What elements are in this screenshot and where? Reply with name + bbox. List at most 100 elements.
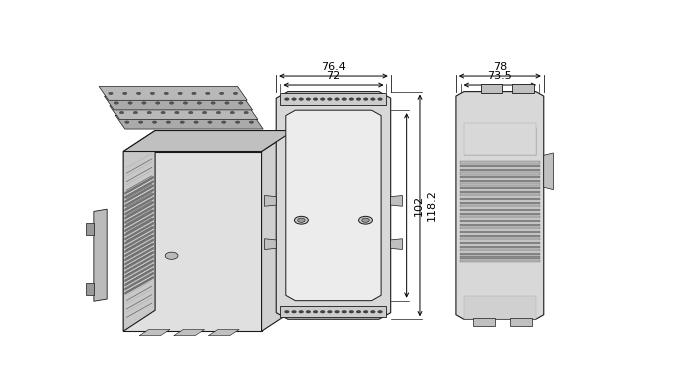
Circle shape [109, 92, 113, 95]
Polygon shape [125, 260, 153, 278]
Bar [460, 187, 540, 189]
Polygon shape [125, 185, 153, 203]
Bar [460, 224, 540, 226]
Text: 102: 102 [414, 195, 424, 216]
Polygon shape [125, 276, 153, 294]
Circle shape [306, 98, 311, 100]
Polygon shape [123, 152, 262, 331]
Bar [460, 176, 540, 178]
Circle shape [183, 102, 188, 104]
Polygon shape [391, 196, 403, 206]
Circle shape [349, 310, 354, 313]
Bar [460, 235, 540, 237]
Circle shape [292, 98, 296, 100]
Circle shape [120, 111, 124, 114]
Circle shape [238, 102, 243, 104]
Bar [460, 172, 540, 175]
Circle shape [299, 310, 304, 313]
Bar [480, 84, 502, 93]
Bar [460, 191, 540, 193]
Bar [460, 253, 540, 255]
Bar [460, 245, 540, 248]
Polygon shape [125, 268, 153, 286]
Circle shape [164, 92, 168, 95]
Text: 73.5: 73.5 [488, 71, 513, 81]
Polygon shape [264, 239, 276, 249]
Circle shape [328, 98, 332, 100]
Circle shape [139, 121, 143, 123]
Circle shape [114, 102, 118, 104]
Bar [460, 242, 540, 244]
Polygon shape [125, 180, 153, 198]
Bar [460, 220, 540, 222]
Bar [460, 238, 540, 240]
Bar [460, 249, 540, 251]
Circle shape [153, 121, 157, 123]
Polygon shape [125, 201, 153, 219]
Text: 118.2: 118.2 [427, 189, 437, 221]
Circle shape [178, 92, 182, 95]
Bar [460, 202, 540, 204]
Polygon shape [139, 329, 170, 336]
Bar [460, 256, 540, 259]
Bar [460, 260, 540, 262]
Bar [460, 227, 540, 230]
Bar [510, 318, 532, 326]
Bar [460, 216, 540, 219]
Circle shape [170, 102, 174, 104]
Circle shape [166, 121, 170, 123]
Circle shape [174, 111, 179, 114]
Circle shape [349, 98, 354, 100]
Circle shape [236, 121, 240, 123]
Bar [280, 93, 386, 105]
Polygon shape [125, 197, 153, 215]
Bar [460, 205, 540, 207]
Text: 76.4: 76.4 [321, 62, 346, 72]
Circle shape [147, 111, 151, 114]
Circle shape [133, 111, 137, 114]
Circle shape [370, 98, 375, 100]
Circle shape [142, 102, 146, 104]
Polygon shape [125, 251, 153, 269]
Polygon shape [125, 235, 153, 253]
Circle shape [359, 216, 372, 224]
Circle shape [328, 310, 332, 313]
Circle shape [137, 92, 141, 95]
Polygon shape [262, 131, 293, 331]
Bar [460, 180, 540, 182]
Circle shape [378, 310, 382, 313]
Circle shape [128, 102, 132, 104]
Polygon shape [125, 272, 153, 290]
Polygon shape [125, 243, 153, 261]
Circle shape [222, 121, 226, 123]
Polygon shape [125, 176, 153, 194]
Circle shape [205, 92, 210, 95]
Circle shape [363, 310, 368, 313]
Bar [460, 183, 540, 186]
Circle shape [197, 102, 201, 104]
Bar [280, 306, 386, 317]
Circle shape [150, 92, 155, 95]
Circle shape [297, 218, 305, 223]
Circle shape [207, 121, 212, 123]
Circle shape [313, 98, 318, 100]
Bar [464, 123, 536, 155]
Circle shape [230, 111, 234, 114]
Polygon shape [264, 196, 276, 206]
Polygon shape [125, 205, 153, 224]
Circle shape [335, 98, 339, 100]
Text: 72: 72 [326, 71, 341, 81]
Circle shape [244, 111, 248, 114]
Bar [460, 212, 540, 215]
Circle shape [313, 310, 318, 313]
Circle shape [192, 92, 196, 95]
Polygon shape [110, 106, 258, 119]
Circle shape [342, 98, 346, 100]
Circle shape [203, 111, 207, 114]
Bar [460, 198, 540, 200]
Polygon shape [208, 329, 239, 336]
Circle shape [299, 98, 304, 100]
Bar [460, 169, 540, 171]
Circle shape [335, 310, 339, 313]
Circle shape [362, 218, 369, 223]
